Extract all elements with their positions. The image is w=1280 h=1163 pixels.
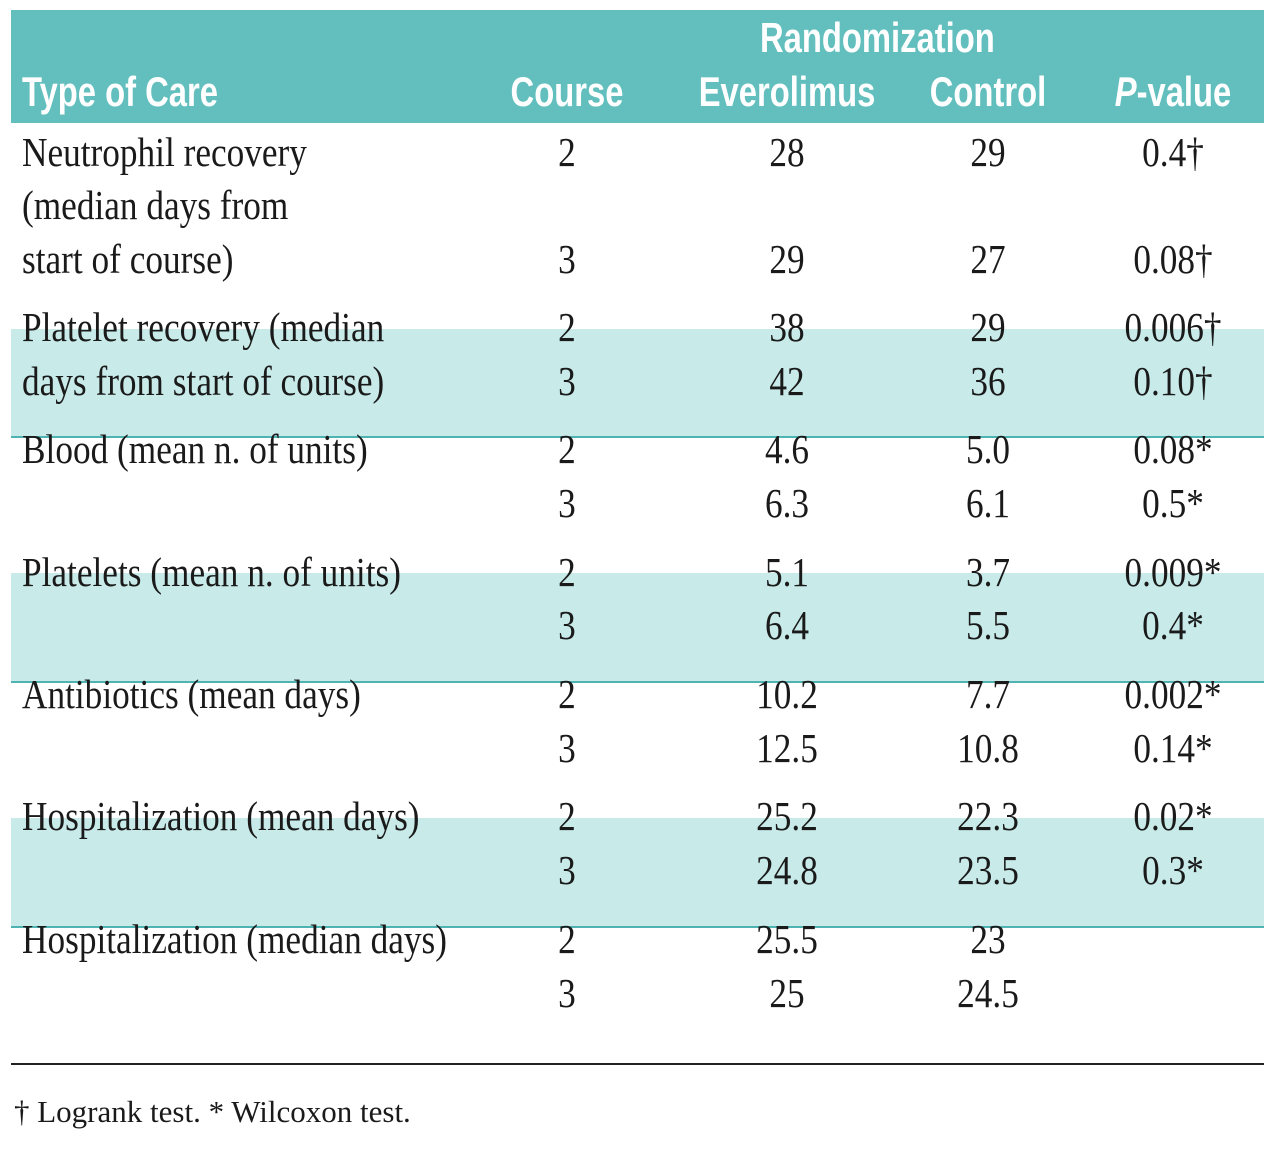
cell-course: 3 <box>558 236 576 282</box>
p-italic: P <box>1114 68 1137 115</box>
row-group: Hospitalization (median days) 2 25.5 23 3 25 2… <box>11 916 1264 1063</box>
cell-everolimus: 24.8 <box>756 847 818 893</box>
cell-control: 36 <box>970 358 1006 404</box>
care-type-label: Hospitalization (median days) <box>22 916 447 962</box>
bottom-rule <box>11 1063 1264 1065</box>
cell-everolimus: 12.5 <box>756 725 818 771</box>
cell-course: 2 <box>558 304 576 350</box>
row-group: Platelet recovery (median days from start… <box>11 304 1264 437</box>
group-divider <box>11 681 1264 683</box>
cell-control: 23 <box>970 916 1006 962</box>
care-type-label: days from start of course) <box>22 358 385 404</box>
cell-p: 0.006† <box>1124 304 1222 350</box>
cell-control: 5.5 <box>965 602 1011 648</box>
cell-course: 3 <box>558 602 576 648</box>
care-type-label: Hospitalization (mean days) <box>22 793 420 839</box>
cell-p: 0.08* <box>1133 426 1213 472</box>
care-type-label: (median days from <box>22 182 289 228</box>
row-group: Neutrophil recovery (median days from star… <box>11 123 1264 329</box>
cell-everolimus: 5.1 <box>764 549 810 595</box>
cell-everolimus: 25 <box>769 970 805 1016</box>
cell-control: 7.7 <box>965 671 1011 717</box>
cell-control: 22.3 <box>957 793 1019 839</box>
cell-course: 3 <box>558 847 576 893</box>
cell-control: 29 <box>970 304 1006 350</box>
cell-control: 24.5 <box>957 970 1019 1016</box>
cell-p: 0.4* <box>1142 602 1204 648</box>
cell-course: 3 <box>558 725 576 771</box>
header-randomization: Randomization <box>760 14 995 61</box>
cell-p: 0.14* <box>1133 725 1213 771</box>
group-divider <box>11 436 1264 438</box>
header-p-value: P-value <box>1056 68 1280 116</box>
cell-everolimus: 6.3 <box>764 480 810 526</box>
cell-control: 10.8 <box>957 725 1019 771</box>
cell-p: 0.10† <box>1133 358 1213 404</box>
row-group: Platelets (mean n. of units) 2 5.1 3.7 0.009… <box>11 549 1264 682</box>
cell-everolimus: 10.2 <box>756 671 818 717</box>
row-group: Blood (mean n. of units) 2 4.6 5.0 0.08* 3 6.3… <box>11 426 1264 573</box>
cell-control: 29 <box>970 129 1006 175</box>
cell-control: 23.5 <box>957 847 1019 893</box>
cell-everolimus: 25.2 <box>756 793 818 839</box>
care-type-label: Platelets (mean n. of units) <box>22 549 401 595</box>
cell-control: 3.7 <box>965 549 1011 595</box>
header-course: Course <box>510 68 624 115</box>
cell-everolimus: 42 <box>769 358 805 404</box>
cell-p: 0.009* <box>1124 549 1222 595</box>
cell-course: 2 <box>558 129 576 175</box>
header-control: Control <box>929 68 1047 115</box>
cell-everolimus: 6.4 <box>764 602 810 648</box>
cell-everolimus: 4.6 <box>764 426 810 472</box>
cell-p: 0.5* <box>1142 480 1204 526</box>
cell-p: 0.3* <box>1142 847 1204 893</box>
cell-everolimus: 28 <box>769 129 805 175</box>
cell-course: 2 <box>558 671 576 717</box>
row-group: Hospitalization (mean days) 2 25.2 22.3 0.02… <box>11 793 1264 927</box>
cell-everolimus: 25.5 <box>756 916 818 962</box>
cell-p: 0.002* <box>1124 671 1222 717</box>
care-type-label: Blood (mean n. of units) <box>22 426 368 472</box>
cell-everolimus: 38 <box>769 304 805 350</box>
header-everolimus: Everolimus <box>698 68 876 115</box>
cell-course: 2 <box>558 426 576 472</box>
p-rest: -value <box>1136 68 1232 115</box>
care-type-label: Antibiotics (mean days) <box>22 671 361 717</box>
cell-p: 0.4† <box>1142 129 1204 175</box>
cell-p: 0.02* <box>1133 793 1213 839</box>
care-type-label: Neutrophil recovery <box>22 129 307 175</box>
cell-course: 3 <box>558 480 576 526</box>
cell-control: 5.0 <box>965 426 1011 472</box>
row-group: Antibiotics (mean days) 2 10.2 7.7 0.002* 3 12… <box>11 671 1264 818</box>
cell-course: 3 <box>558 358 576 404</box>
cell-control: 27 <box>970 236 1006 282</box>
cell-course: 2 <box>558 549 576 595</box>
care-type-label: start of course) <box>22 236 234 282</box>
cell-everolimus: 29 <box>769 236 805 282</box>
care-type-label: Platelet recovery (median <box>22 304 385 350</box>
header-type-of-care: Type of Care <box>22 68 219 115</box>
group-divider <box>11 926 1264 928</box>
table-header: Type of Care Course Randomization Everol… <box>11 10 1264 123</box>
cell-course: 3 <box>558 970 576 1016</box>
cell-p: 0.08† <box>1133 236 1213 282</box>
footnote: † Logrank test. * Wilcoxon test. <box>14 1094 411 1129</box>
cell-course: 2 <box>558 916 576 962</box>
cell-course: 2 <box>558 793 576 839</box>
cell-control: 6.1 <box>965 480 1011 526</box>
